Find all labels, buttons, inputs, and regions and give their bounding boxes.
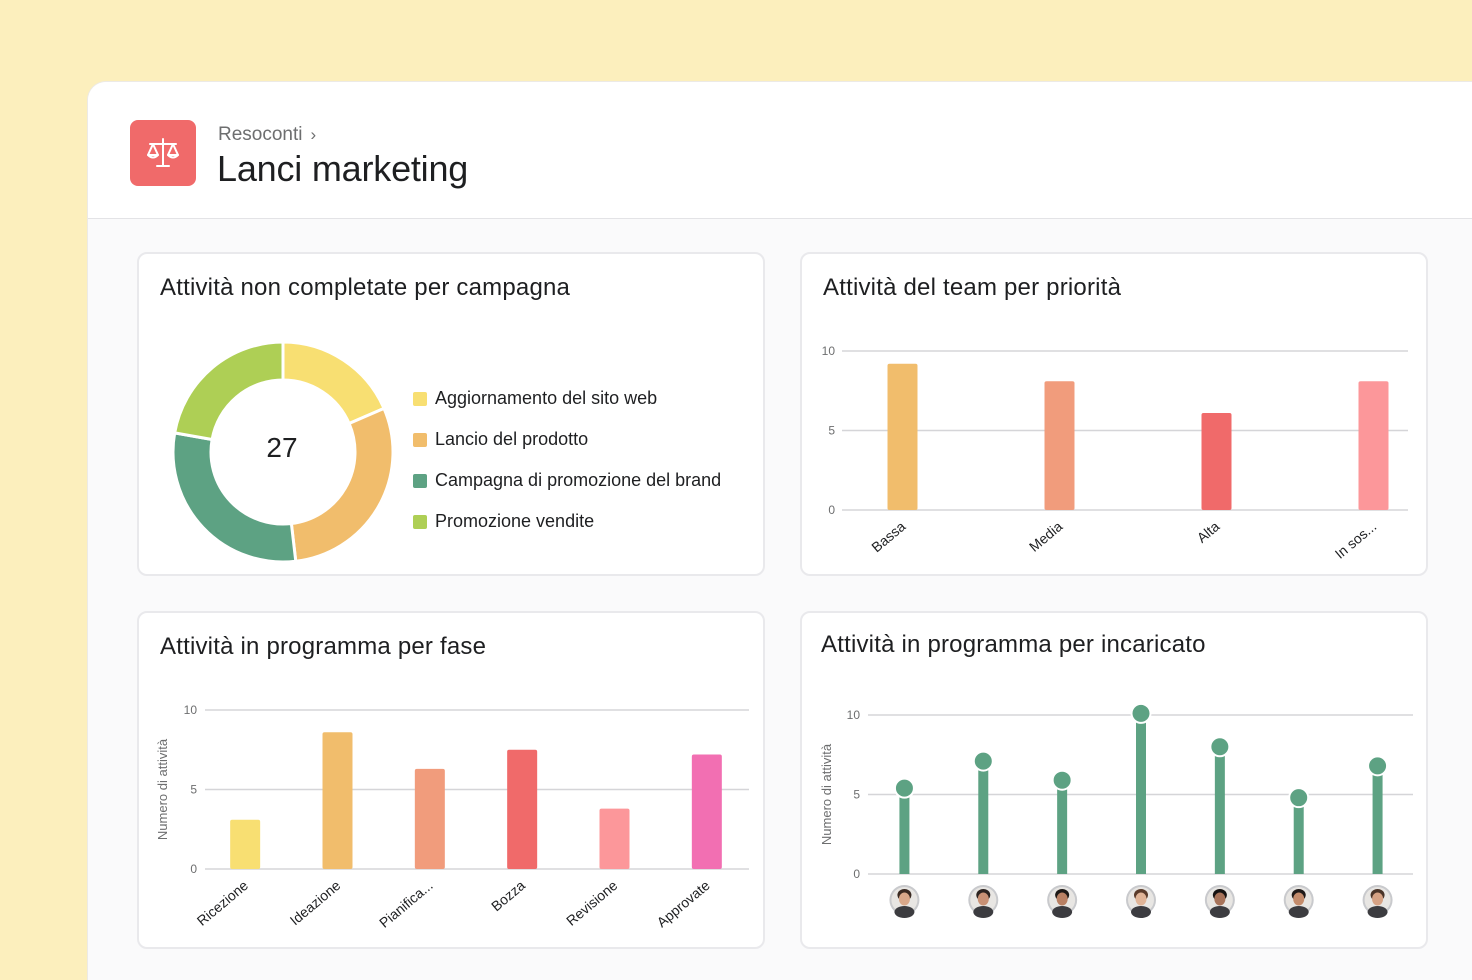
legend-label: Promozione vendite	[435, 511, 595, 531]
assignee-avatar[interactable]	[889, 885, 920, 918]
project-icon[interactable]	[130, 120, 196, 186]
lollipop-stem[interactable]	[1372, 765, 1383, 874]
x-tick-label: Ricezione	[194, 877, 252, 929]
donut-slice[interactable]	[281, 340, 386, 426]
lollipop-stem[interactable]	[1136, 713, 1146, 874]
card-priority-chart[interactable]: Attività del team per priorità 0 5 10 Bassa…	[800, 252, 1428, 576]
legend-swatch	[413, 473, 427, 488]
card-phase-chart[interactable]: Attività in programma per fase 0 5 10 Numer…	[137, 611, 765, 949]
chevron-right-icon: ›	[310, 125, 317, 144]
legend-item: Promozione vendite	[413, 501, 721, 542]
assignee-avatar[interactable]	[1204, 885, 1235, 918]
lollipop-stem[interactable]	[1057, 780, 1068, 874]
assignee-avatar[interactable]	[1362, 885, 1393, 918]
assignee-avatar[interactable]	[1047, 885, 1078, 918]
lollipop-dot[interactable]	[1367, 755, 1389, 777]
card-title: Attività non completate per campagna	[160, 274, 571, 301]
y-tick-label: 5	[828, 424, 835, 438]
bar[interactable]	[691, 754, 722, 869]
y-tick-label: 10	[847, 708, 861, 722]
y-tick-label: 5	[853, 788, 860, 802]
lollipop-dot[interactable]	[972, 750, 994, 772]
donut-slice[interactable]	[171, 431, 298, 564]
donut-chart	[171, 340, 395, 564]
legend-item: Campagna di promozione del brand	[413, 460, 721, 501]
breadcrumb[interactable]: Resoconti ›	[218, 124, 316, 146]
card-assignee-chart[interactable]: Attività in programma per incaricato 0 5 1…	[800, 611, 1428, 949]
legend-swatch	[413, 432, 427, 447]
x-tick-label: Pianifica...	[376, 877, 436, 931]
scale-icon	[147, 138, 179, 167]
x-tick-label: Ideazione	[287, 877, 344, 928]
app-window: Resoconti › Lanci marketing Attività non…	[88, 82, 1472, 980]
bar[interactable]	[599, 808, 630, 869]
bar[interactable]	[1358, 381, 1389, 510]
x-tick-label: In sos...	[1332, 518, 1380, 562]
x-tick-label: Bozza	[488, 877, 528, 914]
page-title: Lanci marketing	[217, 148, 469, 189]
page-header: Resoconti › Lanci marketing	[88, 82, 1472, 219]
lollipop-stem[interactable]	[978, 761, 989, 874]
y-tick-label: 0	[190, 862, 197, 876]
legend-swatch	[413, 514, 427, 529]
y-axis-label: Numero di attività	[155, 738, 170, 840]
priority-bar-chart: 0 5 10 Bassa Media Alta In sos...	[822, 344, 1408, 562]
lollipop-dot[interactable]	[893, 777, 915, 799]
y-tick-label: 0	[828, 503, 835, 517]
y-tick-label: 5	[190, 783, 197, 797]
x-tick-label: Bassa	[868, 518, 908, 555]
chart-legend: Aggiornamento del sito web Lancio del pro…	[413, 378, 721, 542]
donut-slice[interactable]	[172, 340, 285, 442]
phase-bar-chart: 0 5 10 Numero di attività Ricezione Ideazione…	[155, 703, 749, 931]
x-tick-label: Media	[1026, 518, 1066, 555]
x-tick-label: Alta	[1194, 518, 1223, 546]
y-tick-label: 10	[184, 703, 198, 717]
lollipop-stem[interactable]	[1293, 797, 1304, 874]
lollipop-stem[interactable]	[1214, 746, 1225, 874]
x-tick-label: Revisione	[563, 877, 621, 929]
lollipop-dot[interactable]	[1051, 769, 1073, 791]
y-tick-label: 0	[853, 867, 860, 881]
legend-label: Aggiornamento del sito web	[435, 388, 658, 408]
lollipop-dot[interactable]	[1209, 736, 1231, 758]
assignee-avatar[interactable]	[1126, 885, 1156, 918]
breadcrumb-reports[interactable]: Resoconti	[218, 124, 303, 145]
lollipop-dot[interactable]	[1130, 702, 1152, 724]
bar[interactable]	[507, 749, 538, 869]
bar[interactable]	[230, 819, 261, 869]
card-title: Attività in programma per incaricato	[821, 631, 1206, 658]
card-title: Attività del team per priorità	[823, 274, 1122, 301]
lollipop-dot[interactable]	[1288, 787, 1310, 809]
bar[interactable]	[1201, 413, 1232, 510]
donut-total: 27	[266, 432, 298, 463]
assignee-lollipop-chart: 0 5 10 Numero di attività	[819, 702, 1413, 918]
legend-label: Lancio del prodotto	[435, 429, 589, 449]
card-campaign-chart[interactable]: Attività non completate per campagna 27 …	[137, 252, 765, 576]
legend-item: Aggiornamento del sito web	[413, 378, 721, 419]
assignee-avatar[interactable]	[1283, 885, 1314, 918]
legend-label: Campagna di promozione del brand	[435, 470, 722, 490]
bar[interactable]	[322, 732, 353, 869]
legend-swatch	[413, 391, 427, 406]
bar[interactable]	[414, 768, 445, 869]
assignee-avatar[interactable]	[968, 885, 999, 918]
donut-slice[interactable]	[289, 406, 395, 563]
legend-item: Lancio del prodotto	[413, 419, 721, 460]
card-title: Attività in programma per fase	[160, 633, 487, 660]
y-tick-label: 10	[822, 344, 836, 358]
y-axis-label: Numero di attività	[819, 743, 834, 845]
bar[interactable]	[887, 363, 918, 510]
bar[interactable]	[1044, 381, 1075, 510]
x-tick-label: Approvate	[654, 877, 713, 930]
lollipop-stem[interactable]	[899, 788, 910, 874]
